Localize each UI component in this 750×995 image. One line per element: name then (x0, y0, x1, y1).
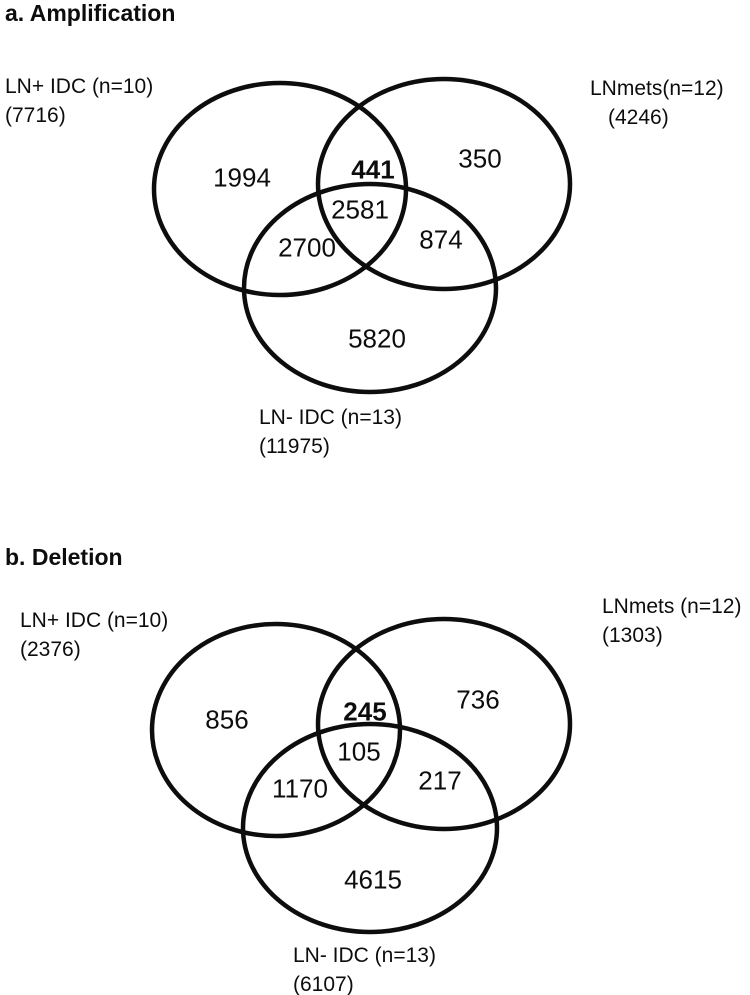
set-name: LNmets (n=12) (602, 595, 742, 618)
set-name: LNmets(n=12) (590, 77, 724, 100)
count-right-only: 350 (458, 143, 502, 174)
set-label-ln-plus-idc: LN+ IDC (n=10) (7716) (5, 72, 153, 130)
count-left-and-bottom: 2700 (278, 232, 336, 263)
set-name: LN+ IDC (n=10) (20, 609, 169, 632)
count-left-and-right: 245 (343, 696, 387, 727)
ellipse-lnmets (315, 616, 573, 832)
count-bottom-only: 4615 (344, 864, 402, 895)
set-total: (11975) (259, 435, 330, 458)
count-right-only: 736 (456, 684, 500, 715)
ellipse-ln-plus-idc (149, 621, 403, 839)
ellipse-ln-minus-idc (240, 721, 500, 935)
set-label-ln-plus-idc: LN+ IDC (n=10) (2376) (20, 606, 168, 664)
count-left-only: 856 (205, 704, 249, 735)
count-left-only: 1994 (213, 162, 271, 193)
count-left-and-bottom: 1170 (272, 773, 328, 804)
ellipse-ln-minus-idc (241, 181, 499, 395)
count-right-and-bottom: 874 (419, 224, 463, 255)
set-total: (7716) (5, 104, 66, 127)
set-name: LN- IDC (n=13) (293, 944, 436, 967)
set-label-ln-minus-idc: LN- IDC (n=13) (6107) (293, 941, 436, 995)
panel-b-title: b. Deletion (5, 544, 123, 570)
count-bottom-only: 5820 (348, 323, 406, 354)
set-total: (1303) (602, 624, 663, 647)
set-name: LN+ IDC (n=10) (5, 75, 154, 98)
count-all-three: 2581 (331, 194, 389, 225)
set-label-lnmets: LNmets (n=12) (1303) (602, 592, 741, 650)
set-label-ln-minus-idc: LN- IDC (n=13) (11975) (259, 403, 402, 461)
set-total: (2376) (20, 638, 81, 661)
set-total: (6107) (293, 973, 354, 995)
venn-diagram-amplification (151, 76, 573, 395)
venn-panel-deletion: b. Deletion LN+ IDC (n=10) (2376) LNmets… (0, 497, 750, 995)
panel-a-title: a. Amplification (5, 0, 176, 26)
set-name: LN- IDC (n=13) (259, 406, 402, 429)
set-label-lnmets: LNmets(n=12) (4246) (590, 74, 724, 132)
venn-diagram-deletion (149, 616, 573, 935)
count-left-and-right: 441 (351, 154, 395, 185)
ellipse-lnmets (315, 76, 573, 292)
set-total: (4246) (608, 106, 669, 129)
count-right-and-bottom: 217 (418, 765, 462, 796)
venn-panel-amplification: a. Amplification LN+ IDC (n=10) (7716) L… (0, 0, 750, 497)
count-all-three: 105 (337, 736, 381, 767)
